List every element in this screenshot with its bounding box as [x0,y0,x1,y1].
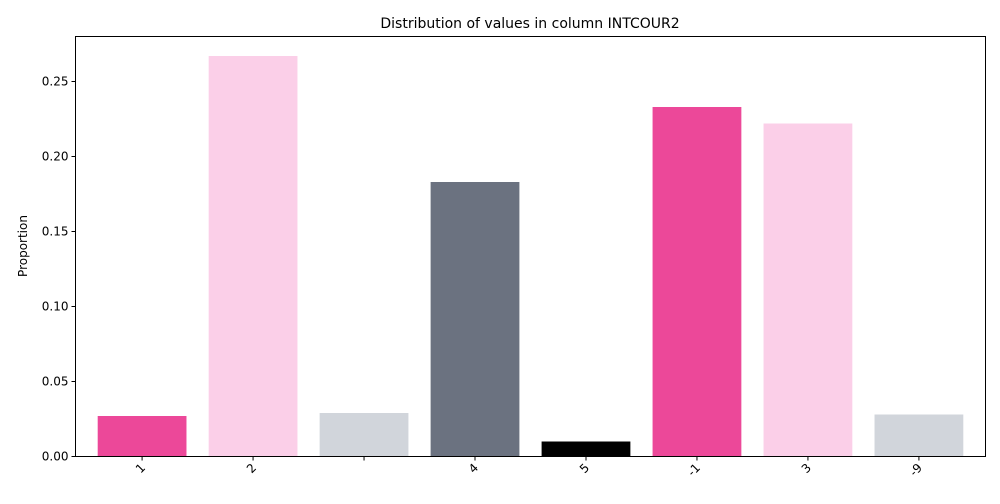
y-tick-label: 0.10 [42,300,69,314]
bars-group [97,56,964,457]
bar-4 [430,182,520,457]
x-tick-label: 3 [799,461,814,476]
y-tick-label: 0.25 [42,75,69,89]
bar-1 [97,416,187,457]
x-tick-label: -1 [685,461,703,479]
chart-title: Distribution of values in column INTCOUR… [380,16,679,32]
bar-2 [208,56,298,457]
y-axis: 0.00 0.05 0.10 0.15 0.20 0.25 [42,75,76,464]
bar-5 [541,441,631,457]
x-axis: 1 2 4 5 -1 3 -9 [133,456,925,479]
bar-7 [763,123,853,457]
y-tick-label: 0.05 [42,375,69,389]
x-tick-label: -9 [907,461,925,479]
plot-frame [75,36,986,457]
y-tick-label: 0.20 [42,150,69,164]
bar-3 [319,413,409,457]
bar-8 [874,414,964,457]
bar-6 [652,107,742,457]
x-tick-label: 1 [133,461,148,476]
x-tick-label: 2 [244,461,259,476]
y-axis-label: Proportion [16,215,30,277]
x-tick-label: 5 [577,461,592,476]
y-tick-label: 0.00 [42,450,69,464]
y-tick-label: 0.15 [42,225,69,239]
x-tick-label: 4 [466,461,481,476]
